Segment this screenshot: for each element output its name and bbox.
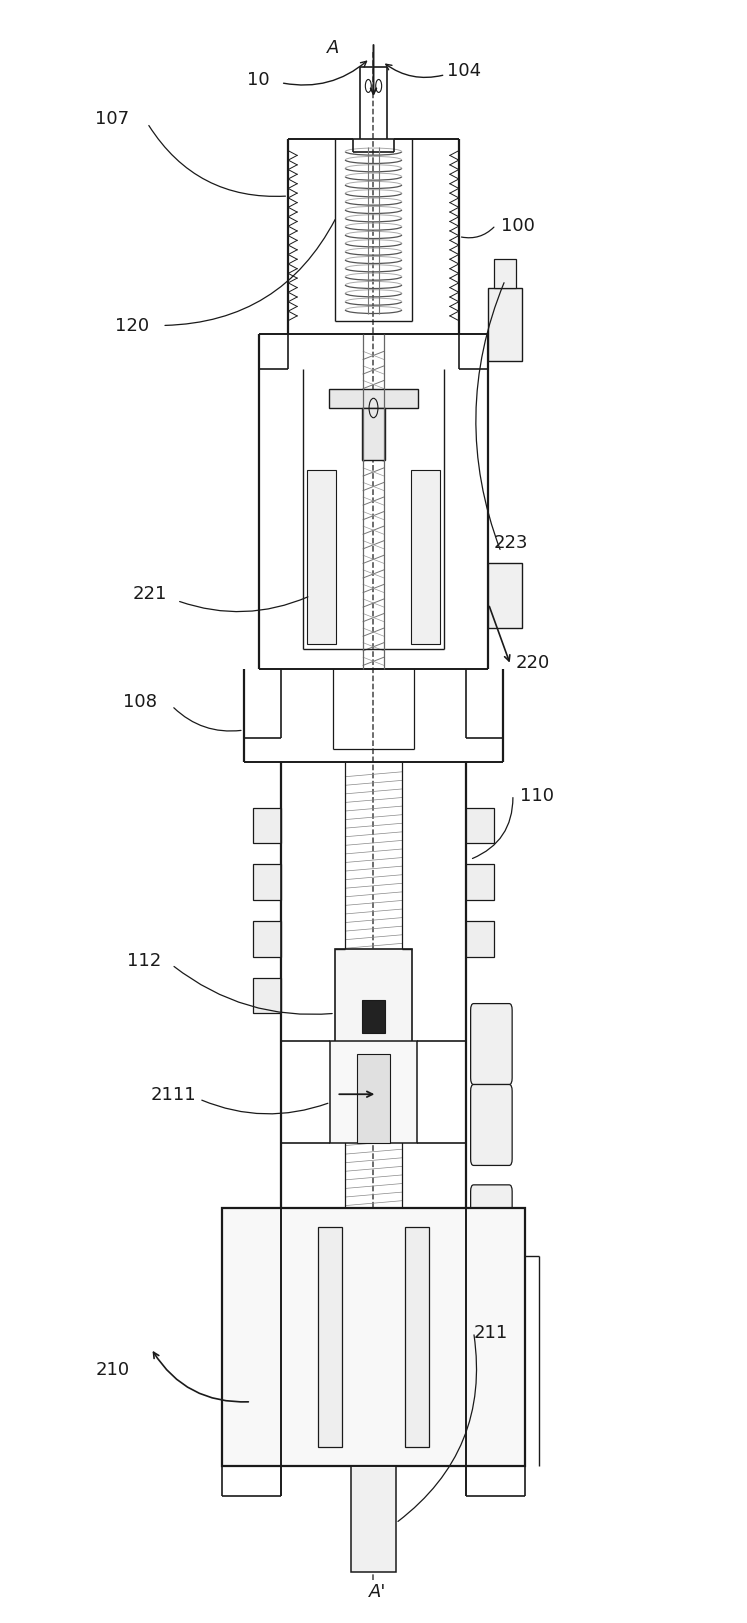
FancyBboxPatch shape xyxy=(471,1084,512,1165)
Text: 221: 221 xyxy=(132,584,167,602)
Bar xyxy=(252,922,281,958)
Text: 223: 223 xyxy=(494,534,528,552)
Bar xyxy=(252,808,281,844)
Bar xyxy=(489,565,522,628)
FancyBboxPatch shape xyxy=(471,1185,512,1246)
Text: 107: 107 xyxy=(96,110,129,128)
Bar xyxy=(307,471,336,644)
Text: 104: 104 xyxy=(447,62,481,80)
Bar xyxy=(330,1042,417,1143)
Bar xyxy=(329,390,418,409)
Text: 110: 110 xyxy=(520,786,554,805)
Bar xyxy=(489,289,522,362)
Bar xyxy=(411,471,440,644)
Bar xyxy=(222,1208,525,1467)
Bar xyxy=(335,949,412,1047)
Text: 120: 120 xyxy=(116,316,149,336)
Text: 210: 210 xyxy=(96,1360,129,1378)
Text: 112: 112 xyxy=(126,951,161,969)
Bar xyxy=(406,1227,429,1448)
Text: 220: 220 xyxy=(515,654,550,672)
Bar xyxy=(362,1001,385,1034)
Text: 2111: 2111 xyxy=(150,1086,196,1104)
Bar xyxy=(466,808,495,844)
Bar xyxy=(466,865,495,901)
Bar xyxy=(252,865,281,901)
Text: 108: 108 xyxy=(123,693,157,711)
Bar xyxy=(318,1227,341,1448)
Bar xyxy=(466,922,495,958)
Bar xyxy=(362,409,385,461)
Text: 10: 10 xyxy=(247,71,270,89)
Text: A: A xyxy=(326,39,339,57)
Text: 100: 100 xyxy=(501,217,535,235)
Bar xyxy=(351,1467,396,1571)
Text: 211: 211 xyxy=(474,1323,508,1341)
Bar xyxy=(252,979,281,1014)
Bar xyxy=(495,260,516,289)
FancyBboxPatch shape xyxy=(471,1005,512,1084)
Bar xyxy=(357,1053,390,1143)
Text: A': A' xyxy=(368,1582,386,1600)
